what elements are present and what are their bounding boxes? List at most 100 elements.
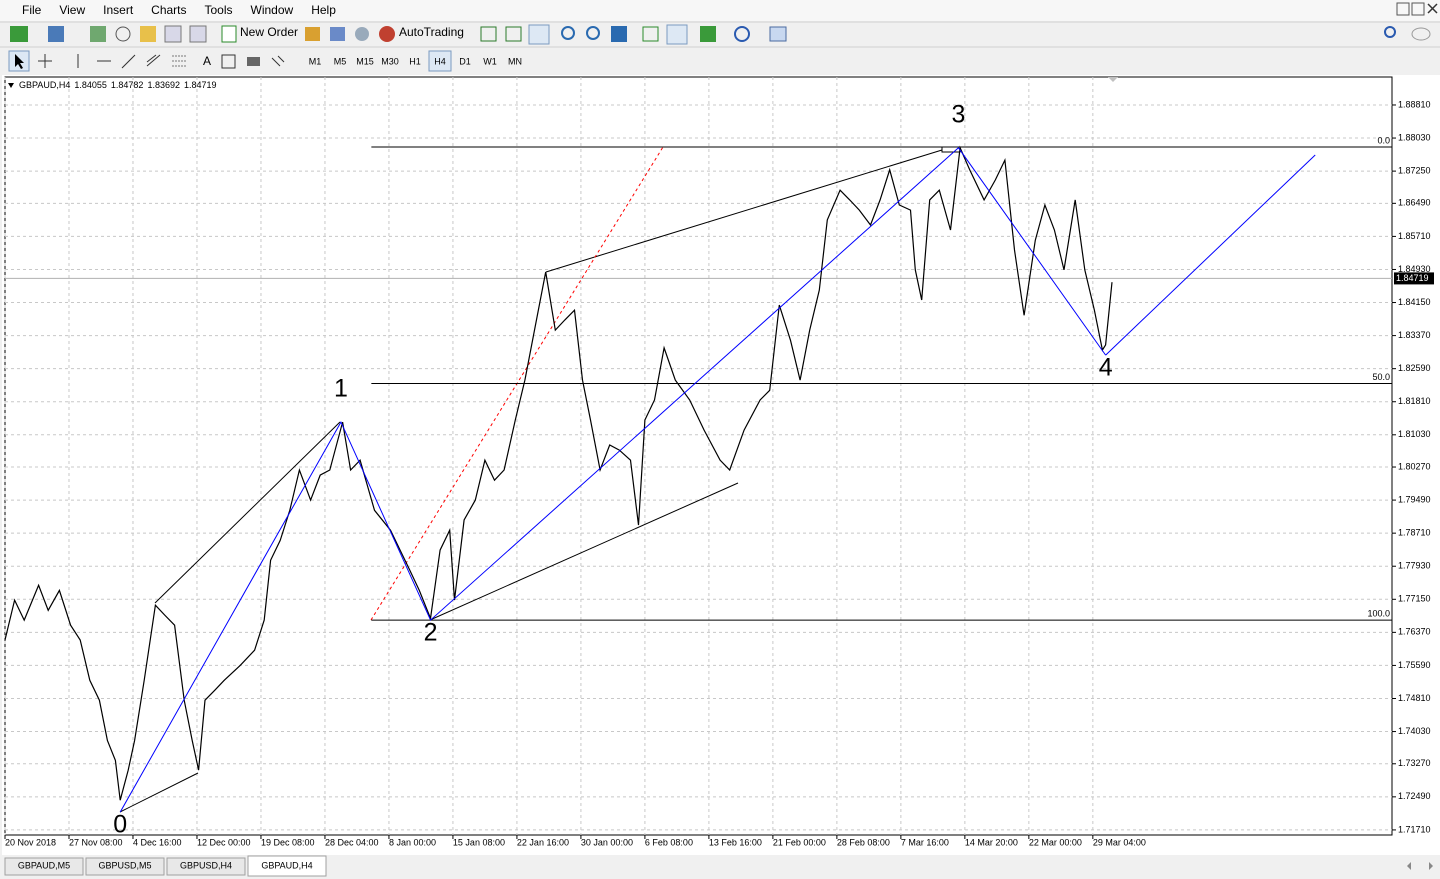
menu-item[interactable]: Charts [151, 3, 186, 17]
plot-area [4, 76, 1393, 836]
timeframe-button[interactable]: M5 [334, 56, 347, 66]
shapes-tool[interactable] [247, 57, 260, 66]
trendline-tool[interactable] [121, 54, 136, 69]
shift-marker[interactable] [1108, 77, 1118, 82]
x-tick-label: 21 Feb 00:00 [773, 837, 826, 847]
header-field: 1.83692 [147, 80, 180, 90]
y-tick-label: 1.78710 [1398, 528, 1431, 538]
new-order-button[interactable]: New Order [240, 25, 298, 39]
timeframe-button[interactable]: H4 [434, 56, 446, 66]
tab-label[interactable]: GBPUSD,H4 [180, 860, 232, 870]
x-tick-label: 14 Mar 20:00 [965, 837, 1018, 847]
timeframe-button[interactable]: M15 [356, 56, 374, 66]
channel-tool[interactable] [146, 54, 161, 67]
standard-toolbar: New Order AutoTrading [10, 24, 1431, 45]
zoom-out-icon[interactable] [586, 26, 600, 40]
indicators-icon[interactable] [700, 26, 716, 42]
wave-label: 0 [113, 811, 127, 839]
tester-icon[interactable] [189, 25, 207, 43]
new-chart-icon[interactable] [10, 26, 28, 42]
line-chart-icon[interactable] [528, 24, 550, 45]
fibo-tool[interactable] [172, 55, 186, 67]
terminal-icon[interactable] [164, 25, 182, 43]
text-tool-glyph[interactable]: A [203, 54, 211, 68]
x-tick-label: 22 Jan 16:00 [517, 837, 569, 847]
tab[interactable] [85, 857, 165, 876]
profiles-icon[interactable] [48, 26, 64, 42]
menu-item[interactable]: Tools [205, 3, 233, 17]
fibo-label: 50.0 [1372, 372, 1390, 382]
tab-label[interactable]: GBPAUD,H4 [261, 860, 312, 870]
x-tick-label: 22 Mar 00:00 [1029, 837, 1082, 847]
timeframe-button[interactable]: W1 [483, 56, 497, 66]
last-price-label: 1.84719 [1396, 273, 1429, 283]
autotrading-button[interactable]: AutoTrading [399, 25, 464, 39]
tab-label[interactable]: GBPAUD,M5 [18, 860, 70, 870]
tab[interactable] [166, 857, 246, 876]
autotrading-icon[interactable] [379, 26, 395, 42]
vps-icon[interactable] [355, 27, 369, 41]
menu: File View Insert Charts Tools Window Help [22, 3, 336, 17]
autoscroll-icon[interactable] [642, 26, 659, 42]
metaeditor-icon[interactable] [305, 27, 320, 41]
last-price-box [1394, 272, 1434, 285]
chart-header: GBPAUD,H4 1.84055 1.84782 1.83692 1.84719 [19, 80, 217, 90]
close-button[interactable] [1427, 3, 1438, 14]
zoom-in-icon[interactable] [561, 26, 575, 40]
restore-button[interactable] [1396, 2, 1410, 16]
x-tick-label: 8 Jan 00:00 [389, 837, 436, 847]
chat-icon[interactable] [1411, 27, 1431, 41]
y-tick-label: 1.81810 [1398, 396, 1431, 406]
minimize-button[interactable] [1411, 2, 1425, 16]
templates-icon[interactable] [769, 26, 787, 42]
timeframe-button[interactable]: D1 [459, 56, 471, 66]
header-field: GBPAUD,H4 [19, 80, 70, 90]
label-tool[interactable] [221, 54, 236, 69]
timeframe-button[interactable]: MN [508, 56, 522, 66]
menu-item[interactable]: Window [251, 3, 294, 17]
menu-item[interactable]: Insert [103, 3, 134, 17]
x-tick-label: 19 Dec 08:00 [261, 837, 315, 847]
y-tick-label: 1.84930 [1398, 264, 1431, 274]
menu-item[interactable]: Help [311, 3, 336, 17]
y-tick-label: 1.88810 [1398, 99, 1431, 109]
header-arrow[interactable] [8, 83, 14, 88]
y-tick-label: 1.87250 [1398, 165, 1431, 175]
chart-shift-icon[interactable] [666, 24, 688, 45]
market-watch-icon[interactable] [90, 26, 106, 42]
navigator-icon[interactable] [140, 26, 156, 42]
wave-label: 1 [334, 375, 348, 403]
search-icon[interactable] [1384, 26, 1396, 38]
data-window-icon[interactable] [115, 26, 131, 42]
wave-label: 2 [424, 619, 438, 647]
y-tick-label: 1.73270 [1398, 758, 1431, 768]
periods-icon[interactable] [734, 26, 750, 42]
channel-line [119, 772, 199, 813]
timeframe-toolbar: M1 M5 M15 M30 H1 H4 D1 W1 MN [309, 50, 522, 72]
crosshair-tool[interactable] [38, 54, 52, 68]
new-order-icon[interactable] [221, 25, 237, 43]
bar-chart-icon[interactable] [480, 26, 497, 42]
price-line [4, 145, 1113, 801]
header-field: 1.84055 [74, 80, 107, 90]
arrows-tool[interactable] [271, 55, 285, 67]
y-tick-label: 1.82590 [1398, 363, 1431, 373]
tab[interactable] [4, 857, 84, 876]
tab-label[interactable]: GBPUSD,M5 [98, 860, 151, 870]
menu-item[interactable]: View [59, 3, 85, 17]
wave-label: 3 [952, 100, 966, 128]
y-tick-label: 1.74810 [1398, 693, 1431, 703]
timeframe-button[interactable]: M1 [309, 56, 322, 66]
timeframe-button[interactable]: H1 [409, 56, 421, 66]
candles-icon[interactable] [505, 26, 522, 42]
wave-zigzag [119, 147, 1107, 813]
tab[interactable] [247, 855, 327, 877]
timeframe-button[interactable]: M30 [381, 56, 399, 66]
signals-icon[interactable] [330, 27, 345, 41]
x-tick-label: 7 Mar 16:00 [901, 837, 949, 847]
y-tick-label: 1.79490 [1398, 494, 1431, 504]
header-field: 1.84719 [184, 80, 217, 90]
menu-item[interactable]: File [22, 3, 42, 17]
tile-icon[interactable] [611, 26, 627, 42]
y-tick-label: 1.83370 [1398, 330, 1431, 340]
